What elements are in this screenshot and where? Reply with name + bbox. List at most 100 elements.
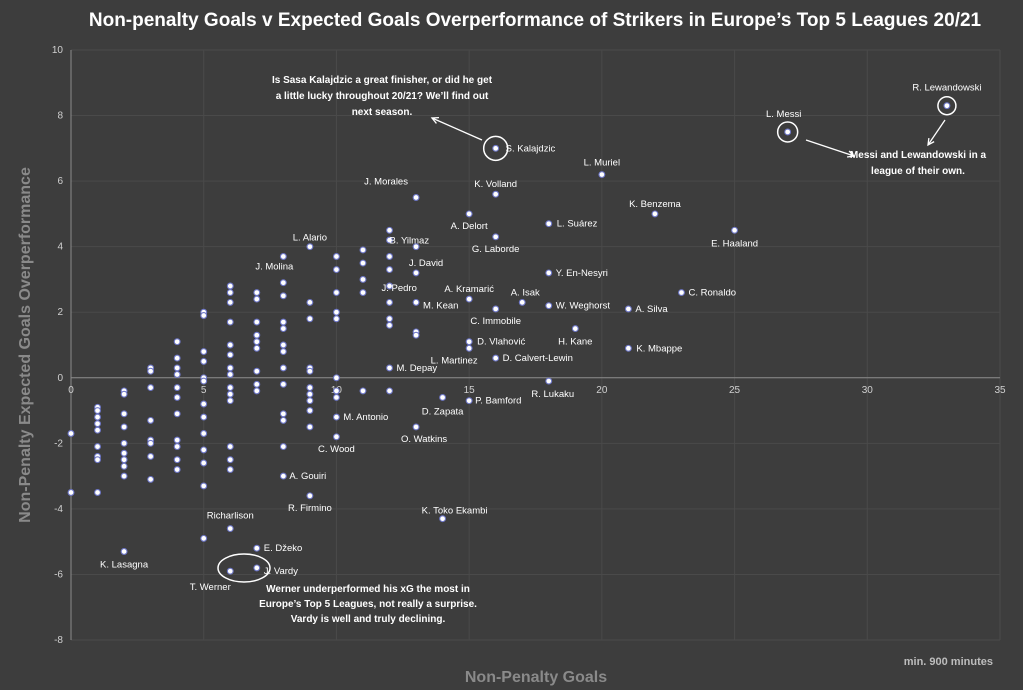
- data-point-labeled: [465, 295, 473, 303]
- data-point-labeled: [386, 226, 393, 234]
- data-point: [120, 472, 128, 480]
- annotation-line: Werner underperformed his xG the most in: [266, 584, 470, 595]
- data-point: [67, 430, 75, 437]
- x-tick-label: 0: [68, 385, 74, 396]
- data-point: [279, 416, 287, 424]
- x-tick-label: 15: [464, 385, 476, 396]
- point-label: A. Delort: [451, 221, 488, 232]
- data-point-labeled: [332, 433, 340, 441]
- data-point: [253, 380, 261, 388]
- data-point: [279, 292, 287, 300]
- data-point: [120, 410, 128, 418]
- annotation-line: a little lucky throughout 20/21? We’ll f…: [276, 91, 489, 102]
- tick-labels: -8-6-4-2024681005101520253035: [52, 45, 1006, 646]
- data-point: [200, 400, 208, 408]
- y-axis-title: Non-Penalty Expected Goals Overperforman…: [17, 167, 34, 523]
- point-label: D. Zapata: [422, 406, 464, 417]
- data-point: [147, 367, 155, 375]
- data-point: [147, 452, 155, 460]
- y-tick-label: 0: [57, 373, 63, 384]
- data-point: [94, 407, 101, 415]
- data-point-labeled: [306, 243, 314, 251]
- data-point-labeled: [465, 397, 473, 405]
- data-point: [147, 384, 155, 392]
- highlight-ring: [776, 121, 799, 143]
- point-label: E. Haaland: [711, 238, 758, 249]
- data-point: [94, 443, 101, 451]
- annotation-line: Messi and Lewandowski in a: [850, 150, 987, 161]
- data-point-labeled: [492, 190, 500, 198]
- annotation-text: Is Sasa Kalajdzic a great finisher, or d…: [272, 75, 493, 118]
- highlight-ring: [482, 135, 509, 162]
- data-point-labeled: [784, 128, 792, 136]
- data-point: [200, 459, 208, 467]
- data-point: [253, 318, 261, 326]
- point-label: B. Yilmaz: [390, 235, 430, 246]
- point-label: M. Antonio: [343, 412, 388, 423]
- point-label: A. Silva: [635, 304, 668, 315]
- data-point: [94, 456, 101, 464]
- data-point: [279, 443, 287, 451]
- data-point: [173, 354, 181, 362]
- data-point: [279, 380, 287, 388]
- point-label: K. Lasagna: [100, 560, 149, 571]
- point-label: J. Molina: [255, 262, 294, 273]
- annotation-arrow: [927, 119, 946, 146]
- data-point: [279, 279, 287, 287]
- data-point: [173, 393, 181, 401]
- y-tick-label: 8: [57, 111, 63, 122]
- y-tick-label: -6: [54, 569, 63, 580]
- annotation-line: league of their own.: [871, 166, 965, 177]
- annotation-arrow: [805, 139, 855, 157]
- data-point: [120, 449, 128, 457]
- data-point: [306, 384, 314, 392]
- data-point: [226, 318, 234, 326]
- y-tick-label: 2: [57, 307, 63, 318]
- data-point: [226, 371, 234, 378]
- data-point: [306, 315, 314, 323]
- data-point: [226, 289, 234, 297]
- data-point: [253, 295, 261, 303]
- data-point-labeled: [386, 282, 393, 290]
- data-point: [253, 289, 261, 297]
- werner-vardy-ring: [217, 553, 271, 583]
- data-point: [279, 348, 287, 356]
- x-tick-label: 35: [994, 385, 1006, 396]
- data-point: [67, 489, 75, 496]
- data-point: [200, 348, 208, 356]
- y-tick-label: 10: [52, 45, 64, 56]
- data-point: [386, 387, 393, 395]
- point-label: K. Toko Ekambi: [422, 506, 488, 517]
- data-point-labeled: [651, 210, 659, 218]
- data-point-labeled: [624, 344, 632, 352]
- data-point: [200, 482, 208, 490]
- data-point: [226, 456, 234, 464]
- data-point: [147, 475, 155, 483]
- data-point: [173, 338, 181, 346]
- data-point: [253, 367, 261, 375]
- annotation-arrow: [431, 117, 483, 141]
- data-point-labeled: [731, 226, 739, 234]
- data-point: [332, 308, 340, 316]
- data-point: [332, 387, 340, 395]
- data-point: [332, 393, 340, 401]
- data-point-labeled: [226, 567, 234, 575]
- data-point-labeled: [518, 298, 526, 306]
- data-point: [226, 282, 234, 290]
- data-point: [332, 266, 340, 274]
- data-point: [226, 384, 234, 392]
- data-point: [200, 312, 208, 319]
- data-point: [94, 426, 101, 434]
- data-point: [386, 266, 393, 274]
- data-point: [173, 371, 181, 378]
- x-axis-title: Non-Penalty Goals: [465, 669, 607, 686]
- data-point-labeled: [412, 423, 420, 431]
- point-label: R. Lukaku: [531, 389, 574, 400]
- annotation-line: Vardy is well and truly declining.: [291, 614, 446, 625]
- data-point: [120, 456, 128, 464]
- data-point: [386, 253, 393, 260]
- highlight-ring: [937, 95, 957, 116]
- data-point: [173, 364, 181, 372]
- data-point-labeled: [120, 548, 128, 555]
- point-label: C. Ronaldo: [688, 288, 736, 299]
